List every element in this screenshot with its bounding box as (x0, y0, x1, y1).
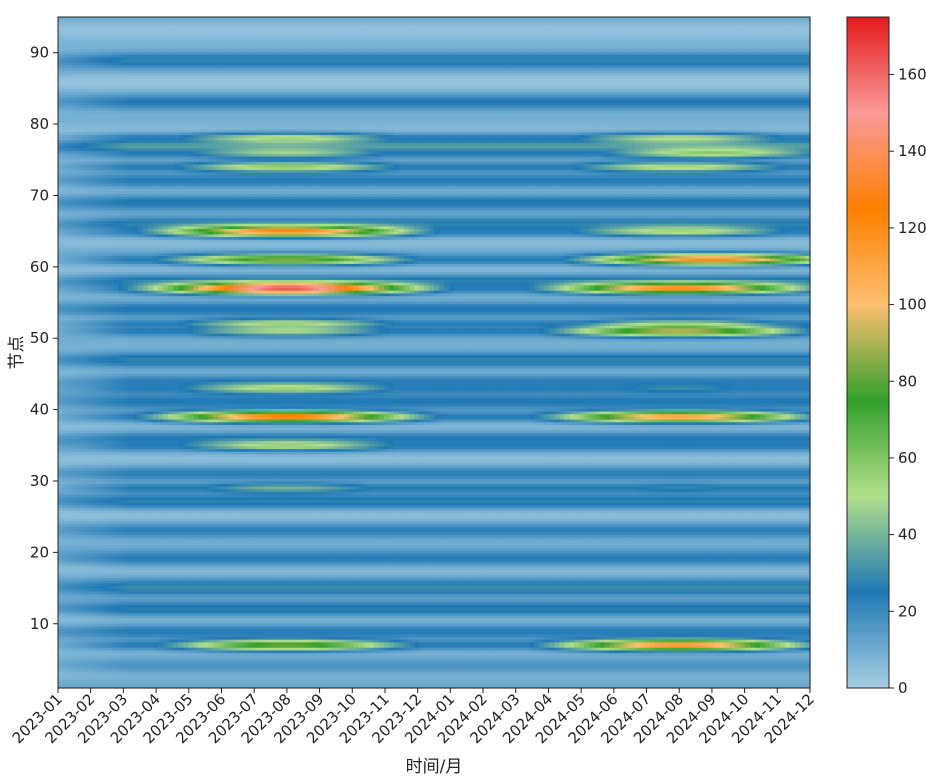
heatmap-cells (58, 17, 811, 689)
